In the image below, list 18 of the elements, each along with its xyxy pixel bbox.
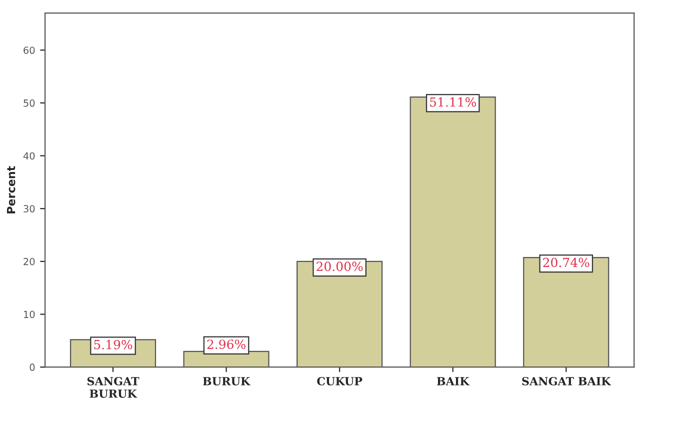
x-tick-label: SANGAT BAIK: [522, 377, 612, 386]
data-label: 20.74%: [543, 258, 590, 268]
x-tick-label: SANGAT BURUK: [87, 377, 140, 398]
y-tick-label: 40: [23, 152, 35, 160]
y-tick-label: 20: [24, 258, 35, 266]
x-tick-label: CUKUP: [317, 377, 362, 386]
data-label: 20.00%: [316, 262, 363, 272]
y-tick-label: 10: [24, 310, 35, 318]
y-axis-title: Percent: [6, 166, 16, 214]
y-tick-label: 30: [24, 205, 35, 212]
x-tick-label: BAIK: [436, 377, 470, 386]
y-tick-label: 60: [24, 46, 35, 54]
x-tick-label: BURUK: [202, 377, 250, 386]
data-label: 51.11%: [430, 97, 476, 107]
y-tick-label: 0: [30, 364, 35, 371]
y-tick-label: 50: [24, 99, 35, 107]
data-label: 5.19%: [94, 340, 132, 350]
data-label: 2.96%: [207, 340, 246, 350]
